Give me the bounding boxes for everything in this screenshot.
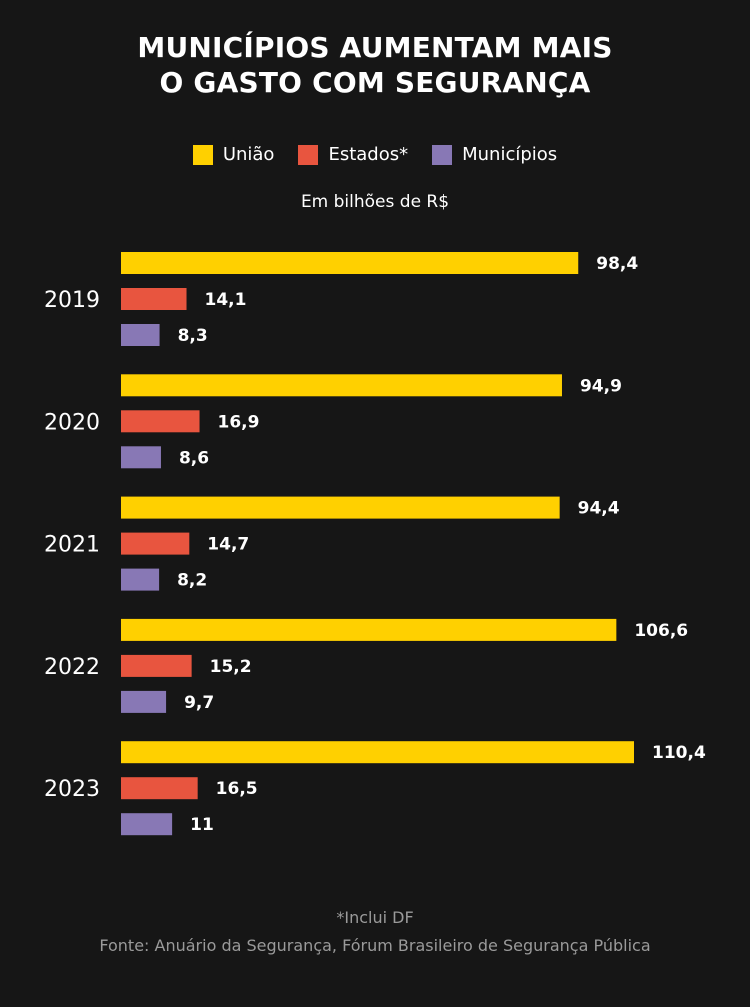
bar-uniao-2021: [121, 496, 560, 519]
value-label-municipios-2023: 11: [190, 815, 214, 835]
bar-municipios-2023: [121, 813, 173, 836]
value-label-uniao-2019: 98,4: [596, 254, 638, 274]
value-label-municipios-2021: 8,2: [177, 571, 207, 591]
legend-swatch-estados: [298, 144, 319, 165]
legend-item-estados: Estados*: [298, 144, 408, 165]
year-label-2020: 2020: [44, 410, 100, 435]
year-label-2023: 2023: [44, 777, 100, 802]
value-label-uniao-2020: 94,9: [580, 376, 622, 396]
chart-title-line-2: O GASTO COM SEGURANÇA: [159, 66, 591, 99]
legend: União Estados* Municípios: [0, 144, 750, 165]
value-label-estados-2020: 16,9: [218, 412, 260, 432]
bar-municipios-2020: [121, 446, 161, 469]
bar-estados-2020: [121, 410, 200, 433]
unit-label: Em bilhões de R$: [300, 192, 450, 212]
bar-estados-2021: [121, 532, 190, 555]
value-label-uniao-2023: 110,4: [652, 743, 706, 763]
value-label-uniao-2021: 94,4: [578, 499, 620, 519]
bar-estados-2019: [121, 288, 187, 310]
value-label-estados-2021: 14,7: [207, 535, 249, 555]
value-label-estados-2023: 16,5: [216, 779, 258, 799]
value-label-estados-2019: 14,1: [205, 290, 247, 310]
bar-uniao-2020: [121, 374, 562, 397]
value-label-estados-2022: 15,2: [210, 657, 252, 677]
value-label-uniao-2022: 106,6: [634, 621, 688, 641]
bar-estados-2022: [121, 654, 192, 677]
year-label-2021: 2021: [44, 533, 100, 558]
year-label-2022: 2022: [44, 655, 100, 680]
legend-label-estados: Estados*: [328, 144, 409, 165]
bar-estados-2023: [121, 777, 198, 800]
bar-municipios-2022: [121, 690, 167, 713]
legend-item-municipios: Municípios: [432, 144, 557, 165]
year-label-2019: 2019: [44, 288, 100, 313]
chart-title-line-1: MUNICÍPIOS AUMENTAM MAIS: [137, 31, 613, 64]
bar-municipios-2019: [121, 324, 160, 346]
bar-uniao-2022: [121, 618, 617, 641]
chart-title: MUNICÍPIOS AUMENTAM MAIS O GASTO COM SEG…: [0, 30, 750, 100]
bar-municipios-2021: [121, 568, 160, 591]
source-note: Fonte: Anuário da Segurança, Fórum Brasi…: [99, 936, 651, 955]
legend-swatch-uniao: [192, 144, 213, 165]
legend-label-uniao: União: [222, 144, 275, 165]
legend-swatch-municipios: [432, 144, 453, 165]
value-label-municipios-2022: 9,7: [184, 693, 214, 713]
value-label-municipios-2020: 8,6: [179, 448, 209, 468]
legend-item-uniao: União: [192, 144, 275, 165]
legend-label-municipios: Municípios: [462, 144, 558, 165]
bar-uniao-2023: [121, 741, 634, 764]
footnote: *Inclui DF: [336, 908, 414, 927]
bar-uniao-2019: [121, 252, 579, 274]
value-label-municipios-2019: 8,3: [178, 326, 208, 346]
